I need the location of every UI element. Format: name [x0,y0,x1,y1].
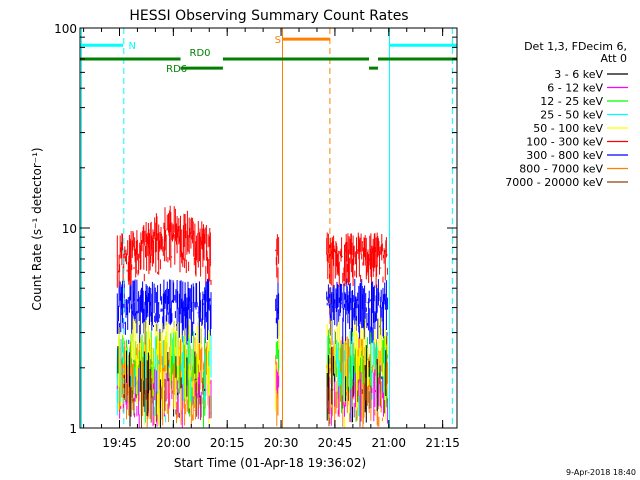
legend-entry: 12 - 25 keV [540,95,628,108]
x-tick-label: 20:45 [318,436,353,450]
series-1-marks [116,367,389,428]
legend-entry: 7000 - 20000 keV [505,176,628,189]
y-axis-ticks: 1 10 100 [54,22,457,436]
x-tick-label: 20:15 [210,436,245,450]
x-tick-label: 19:45 [102,436,137,450]
legend-entry: 6 - 12 keV [547,82,628,95]
legend-label: 3 - 6 keV [554,68,603,81]
x-tick-label: 21:15 [425,436,460,450]
legend-label: 800 - 7000 keV [519,163,603,176]
legend-label: 300 - 800 keV [526,149,603,162]
legend-entry: 100 - 300 keV [526,136,628,149]
legend-entry: 800 - 7000 keV [519,163,628,176]
legend-label: 100 - 300 keV [526,136,603,149]
x-tick-label: 20:00 [156,436,191,450]
x-axis-label: Start Time (01-Apr-18 19:36:02) [174,456,366,470]
y-tick-label: 100 [54,22,77,36]
legend-label: 6 - 12 keV [547,82,603,95]
legend-entry: 50 - 100 keV [533,122,628,135]
data-layer [116,205,389,428]
series-8-marks [126,377,386,428]
legend-label: 25 - 50 keV [540,109,603,122]
series-5-marks [116,205,389,289]
y-tick-label: 1 [69,422,77,436]
timestamp: 9-Apr-2018 18:40 [566,468,636,477]
legend-entry: 300 - 800 keV [526,149,628,162]
legend-entry: 3 - 6 keV [554,68,628,81]
x-tick-label: 21:00 [371,436,406,450]
flag-label-n: N [128,41,135,52]
legend-header-line: Det 1,3, FDecim 6, [524,40,627,53]
y-tick-label: 10 [62,222,77,236]
x-axis-ticks: 19:45 20:00 20:15 20:30 20:45 21:00 21:15 [83,28,460,450]
legend-label: 12 - 25 keV [540,95,603,108]
flag-label-rd6: RD6 [166,64,187,75]
x-tick-label: 20:30 [264,436,299,450]
legend-entry: 25 - 50 keV [540,109,628,122]
legend-label: 7000 - 20000 keV [505,176,603,189]
chart-title: HESSI Observing Summary Count Rates [129,8,408,24]
y-axis-label: Count Rate (s⁻¹ detector⁻¹) [30,147,44,310]
legend-label: 50 - 100 keV [533,122,603,135]
legend-header-line: Att 0 [601,52,627,65]
flag-label-s: S [275,35,281,46]
flag-label-rd0: RD0 [190,48,211,59]
